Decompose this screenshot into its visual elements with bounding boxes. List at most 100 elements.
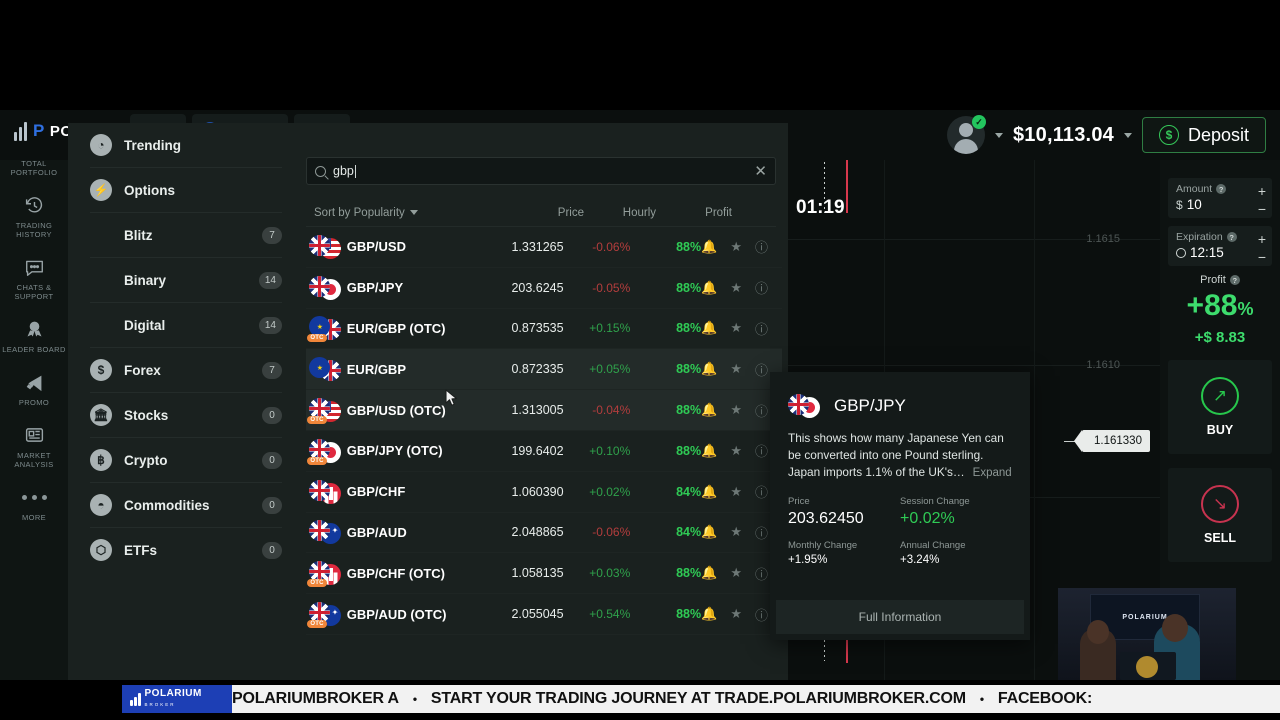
asset-price: 0.873535: [511, 321, 564, 336]
info-icon[interactable]: ⓘ: [754, 525, 768, 541]
menu-item-crypto[interactable]: ฿ Crypto 0: [68, 438, 300, 482]
expiration-decrease-button[interactable]: −: [1257, 249, 1266, 265]
full-information-button[interactable]: Full Information: [776, 600, 1024, 634]
star-icon[interactable]: ★: [730, 238, 742, 254]
popup-description-text: This shows how many Japanese Yen can be …: [788, 431, 1004, 479]
bell-icon[interactable]: 🔔: [701, 442, 718, 458]
star-icon[interactable]: ★: [730, 442, 742, 458]
menu-item-etfs[interactable]: ⬡ ETFs 0: [68, 528, 300, 572]
info-icon[interactable]: ⓘ: [754, 403, 768, 419]
amount-decrease-button[interactable]: −: [1257, 201, 1266, 217]
bell-icon[interactable]: 🔔: [701, 279, 718, 295]
popup-expand-link[interactable]: Expand: [972, 467, 1012, 479]
search-input[interactable]: gbp ✕: [306, 157, 776, 185]
rail-item-leader-board[interactable]: LEADER BOARD: [0, 308, 68, 361]
menu-item-forex[interactable]: $ Forex 7: [68, 348, 300, 392]
sort-by-popularity-dropdown[interactable]: Sort by Popularity: [306, 207, 510, 219]
amount-field[interactable]: Amount ? $ 10 + −: [1168, 178, 1272, 218]
table-row[interactable]: GBP/AUD 2.048865 -0.06% 84%🔔 ★ ⓘ: [306, 513, 782, 554]
menu-divider-4: [90, 347, 282, 348]
bell-icon[interactable]: 🔔: [701, 361, 718, 377]
popup-session-block: Session Change +0.02%: [900, 496, 1012, 528]
info-icon[interactable]: ⓘ: [754, 485, 768, 501]
bolt-icon: ⚡: [90, 179, 112, 201]
account-area: ✓ $10,113.04 $ Deposit: [946, 110, 1280, 160]
question-icon[interactable]: ?: [1216, 184, 1227, 194]
menu-item-commodities[interactable]: ◓ Commodities 0: [68, 483, 300, 527]
info-icon[interactable]: ⓘ: [754, 240, 768, 256]
column-price[interactable]: Price: [557, 206, 584, 219]
rail-item-more[interactable]: MORE: [0, 476, 68, 529]
info-icon[interactable]: ⓘ: [754, 444, 768, 460]
amount-increase-button[interactable]: +: [1257, 183, 1266, 199]
profit-header: Profit ?: [1168, 274, 1272, 286]
info-icon[interactable]: ⓘ: [754, 362, 768, 378]
table-row[interactable]: GBP/USD 1.331265 -0.06% 88% 🔔 ★ ⓘ: [306, 227, 782, 268]
menu-item-digital[interactable]: Digital 14: [68, 303, 300, 347]
asset-profit: 88%: [676, 607, 702, 622]
star-icon[interactable]: ★: [730, 524, 742, 540]
star-icon[interactable]: ★: [730, 565, 742, 581]
star-icon[interactable]: ★: [730, 279, 742, 295]
table-row[interactable]: GBP/CHF 1.060390 +0.02% 84% 🔔 ★ ⓘ: [306, 472, 782, 513]
rail-item-trading-history[interactable]: TRADING HISTORY: [0, 184, 68, 246]
buy-button[interactable]: ↗ BUY: [1168, 360, 1272, 454]
table-row[interactable]: OTC GBP/USD (OTC) 1.313005 -0.04% 88% 🔔 ★ ⓘ: [306, 390, 782, 431]
star-icon[interactable]: ★: [730, 320, 742, 336]
star-icon[interactable]: ★: [730, 483, 742, 499]
asset-price: 1.331265: [511, 239, 564, 254]
star-icon[interactable]: ★: [730, 606, 742, 622]
info-icon[interactable]: ⓘ: [754, 607, 768, 623]
asset-hourly-change: -0.06%: [592, 525, 631, 540]
question-icon-expiration[interactable]: ?: [1226, 232, 1237, 242]
table-row[interactable]: OTC GBP/JPY (OTC) 199.6402 +0.10% 88% 🔔 ★ ⓘ: [306, 431, 782, 472]
info-icon[interactable]: ⓘ: [754, 566, 768, 582]
expiration-label: Expiration: [1176, 231, 1223, 243]
info-icon[interactable]: ⓘ: [754, 321, 768, 337]
menu-item-trending[interactable]: ◔ Trending: [68, 123, 300, 167]
avatar[interactable]: ✓: [946, 115, 986, 154]
info-icon[interactable]: ⓘ: [754, 281, 768, 297]
bell-icon[interactable]: 🔔: [701, 565, 718, 581]
bell-icon[interactable]: 🔔: [701, 402, 718, 418]
table-row[interactable]: OTC GBP/CHF (OTC) 1.058135 +0.03% 88% 🔔 ★ ⓘ: [306, 553, 782, 595]
bell-icon[interactable]: 🔔: [701, 524, 718, 540]
column-hourly[interactable]: Hourly: [622, 206, 656, 219]
sell-label: SELL: [1204, 531, 1236, 545]
table-row[interactable]: EUR/GBP 0.872335 +0.05% 88%🔔 ★ ⓘ: [306, 349, 782, 391]
buy-label: BUY: [1206, 423, 1234, 437]
deposit-button[interactable]: $ Deposit: [1141, 117, 1266, 153]
menu-item-binary[interactable]: Binary 14: [68, 258, 300, 302]
bell-icon[interactable]: 🔔: [701, 483, 718, 499]
asset-hourly-change: +0.05%: [589, 362, 631, 377]
table-row[interactable]: OTC EUR/GBP (OTC) 0.873535 +0.15% 88%🔔 ★ ⓘ: [306, 309, 782, 350]
bell-icon[interactable]: 🔔: [701, 320, 718, 336]
clear-search-button[interactable]: ✕: [754, 163, 767, 180]
star-icon[interactable]: ★: [730, 361, 742, 377]
bell-icon[interactable]: 🔔: [701, 238, 718, 254]
table-row[interactable]: OTC GBP/AUD (OTC) 2.055045 +0.54% 88%🔔 ★ ⓘ: [306, 594, 782, 635]
menu-item-stocks[interactable]: 🏛 Stocks 0: [68, 393, 300, 437]
menu-divider-2: [90, 257, 282, 258]
column-profit[interactable]: Profit: [705, 206, 732, 219]
bottom-ticker: POLARIUM BROKER POLARIUMBROKER A • START…: [0, 682, 1280, 720]
bell-icon[interactable]: 🔔: [701, 606, 718, 622]
sell-button[interactable]: ↘ SELL: [1168, 468, 1272, 562]
webcam-seal-icon: [1136, 656, 1158, 678]
bank-icon: 🏛: [90, 404, 112, 426]
ticker-bar: [122, 685, 1280, 713]
rail-item-promo[interactable]: PROMO: [0, 361, 68, 414]
table-row[interactable]: GBP/JPY 203.6245 -0.05% 88% 🔔 ★ ⓘ: [306, 268, 782, 309]
rail-item-market-analysis[interactable]: MARKET ANALYSIS: [0, 414, 68, 476]
avatar-chevron-down-icon[interactable]: [994, 132, 1003, 138]
menu-item-options[interactable]: ⚡ Options: [68, 168, 300, 212]
ticker-headline: POLARIUMBROKER A: [232, 690, 399, 707]
webcam-overlay[interactable]: Nicky Ali POLARIUM: [1058, 588, 1236, 680]
question-icon-profit[interactable]: ?: [1229, 275, 1240, 285]
balance-chevron-down-icon[interactable]: [1123, 132, 1132, 138]
expiration-increase-button[interactable]: +: [1257, 231, 1266, 247]
rail-item-chats-support[interactable]: CHATS & SUPPORT: [0, 246, 68, 308]
menu-item-blitz[interactable]: Blitz 7: [68, 213, 300, 257]
star-icon[interactable]: ★: [730, 402, 742, 418]
expiration-field[interactable]: Expiration ? 12:15 + −: [1168, 226, 1272, 266]
